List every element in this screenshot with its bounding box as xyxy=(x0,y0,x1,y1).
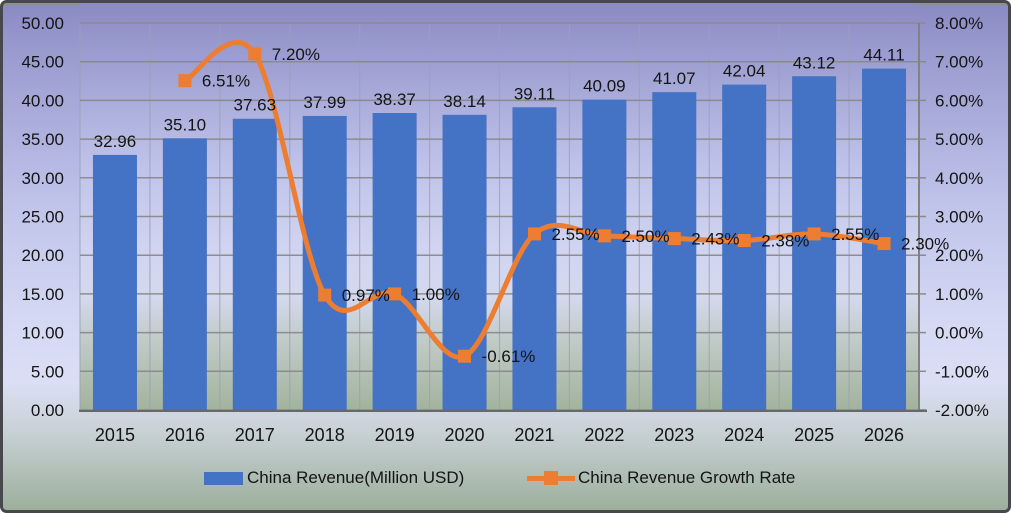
right-axis-tick-label: 0.00% xyxy=(935,324,983,343)
right-axis-tick-label: -1.00% xyxy=(935,362,989,381)
axes xyxy=(79,23,927,412)
year-label-2022: 2022 xyxy=(584,425,624,445)
gridlines xyxy=(79,22,926,411)
bar-label-2024: 42.04 xyxy=(723,62,766,81)
growth-marker-2026 xyxy=(877,237,891,251)
growth-label-2018: 0.97% xyxy=(342,286,390,305)
year-label-2020: 2020 xyxy=(445,425,485,445)
line-series xyxy=(178,39,891,363)
growth-marker-2024 xyxy=(737,233,751,247)
year-label-2018: 2018 xyxy=(305,425,345,445)
growth-label-2016: 6.51% xyxy=(202,72,250,91)
year-label-2025: 2025 xyxy=(794,425,834,445)
left-axis-tick-label: 35.00 xyxy=(21,130,64,149)
right-axis-tick-label: -2.00% xyxy=(935,401,989,420)
right-axis-tick-label: 5.00% xyxy=(935,130,983,149)
bar-2015 xyxy=(92,154,137,410)
bar-2016 xyxy=(162,138,207,411)
bar-label-2021: 39.11 xyxy=(514,84,555,103)
bar-label-2020: 38.14 xyxy=(443,92,486,111)
bar-label-2016: 35.10 xyxy=(164,115,207,134)
growth-marker-2018 xyxy=(318,288,332,302)
growth-label-2021: 2.55% xyxy=(551,225,599,244)
left-axis-tick-label: 40.00 xyxy=(21,91,64,110)
right-axis-tick-label: 1.00% xyxy=(935,285,983,304)
bar-2025 xyxy=(792,76,837,411)
growth-label-2025: 2.55% xyxy=(831,225,879,244)
growth-label-2024: 2.38% xyxy=(761,231,809,250)
bar-label-2018: 37.99 xyxy=(303,93,346,112)
growth-marker-2021 xyxy=(527,227,541,241)
right-axis-tick-label: 6.00% xyxy=(935,91,983,110)
right-axis-tick-label: 4.00% xyxy=(935,169,983,188)
bar-label-2025: 43.12 xyxy=(793,53,836,72)
year-label-2015: 2015 xyxy=(95,425,135,445)
year-label-2021: 2021 xyxy=(514,425,554,445)
growth-label-2023: 2.43% xyxy=(691,230,739,249)
left-axis-tick-label: 5.00 xyxy=(31,362,64,381)
growth-marker-2019 xyxy=(388,287,402,301)
bar-2022 xyxy=(582,99,627,410)
bar-2017 xyxy=(232,118,277,410)
left-axis-tick-label: 50.00 xyxy=(21,14,64,33)
growth-label-2022: 2.50% xyxy=(621,227,669,246)
right-axis-tick-label: 2.00% xyxy=(935,246,983,265)
year-label-2016: 2016 xyxy=(165,425,205,445)
growth-label-2026: 2.30% xyxy=(901,235,949,254)
left-axis-tick-label: 20.00 xyxy=(21,246,64,265)
year-label-2019: 2019 xyxy=(375,425,415,445)
right-axis-tick-label: 3.00% xyxy=(935,208,983,227)
right-axis-tick-label: 8.00% xyxy=(935,14,983,33)
bar-2023 xyxy=(652,92,697,411)
growth-marker-2022 xyxy=(597,229,611,243)
left-axis-tick-label: 15.00 xyxy=(21,285,64,304)
growth-label-2017: 7.20% xyxy=(272,45,320,64)
growth-marker-2023 xyxy=(667,232,681,246)
growth-label-2020: -0.61% xyxy=(482,347,536,366)
left-axis-tick-label: 10.00 xyxy=(21,324,64,343)
growth-marker-2020 xyxy=(458,349,472,363)
left-axis-tick-label: 45.00 xyxy=(21,53,64,72)
bar-label-2023: 41.07 xyxy=(653,69,696,88)
growth-marker-2025 xyxy=(807,227,821,241)
year-label-2023: 2023 xyxy=(654,425,694,445)
bar-2019 xyxy=(372,113,417,410)
growth-marker-2017 xyxy=(248,47,262,61)
bar-label-2022: 40.09 xyxy=(583,77,626,96)
left-axis-tick-label: 0.00 xyxy=(31,401,64,420)
left-axis-tick-label: 25.00 xyxy=(21,208,64,227)
bar-label-2019: 38.37 xyxy=(373,90,416,109)
right-axis-tick-label: 7.00% xyxy=(935,53,983,72)
growth-label-2019: 1.00% xyxy=(412,285,460,304)
growth-marker-2016 xyxy=(178,74,192,88)
bar-2024 xyxy=(722,84,767,410)
year-label-2017: 2017 xyxy=(235,425,275,445)
bar-2020 xyxy=(442,114,487,411)
year-label-2024: 2024 xyxy=(724,425,764,445)
bar-label-2017: 37.63 xyxy=(234,96,277,115)
bar-label-2026: 44.11 xyxy=(863,46,904,65)
left-axis-tick-label: 30.00 xyxy=(21,169,64,188)
bar-label-2015: 32.96 xyxy=(94,132,137,151)
labels: 32.96 35.10 37.63 37.99 38.37 38.14 39.11 40.09… xyxy=(21,14,988,445)
bar-2018 xyxy=(302,115,347,410)
year-label-2026: 2026 xyxy=(864,425,904,445)
